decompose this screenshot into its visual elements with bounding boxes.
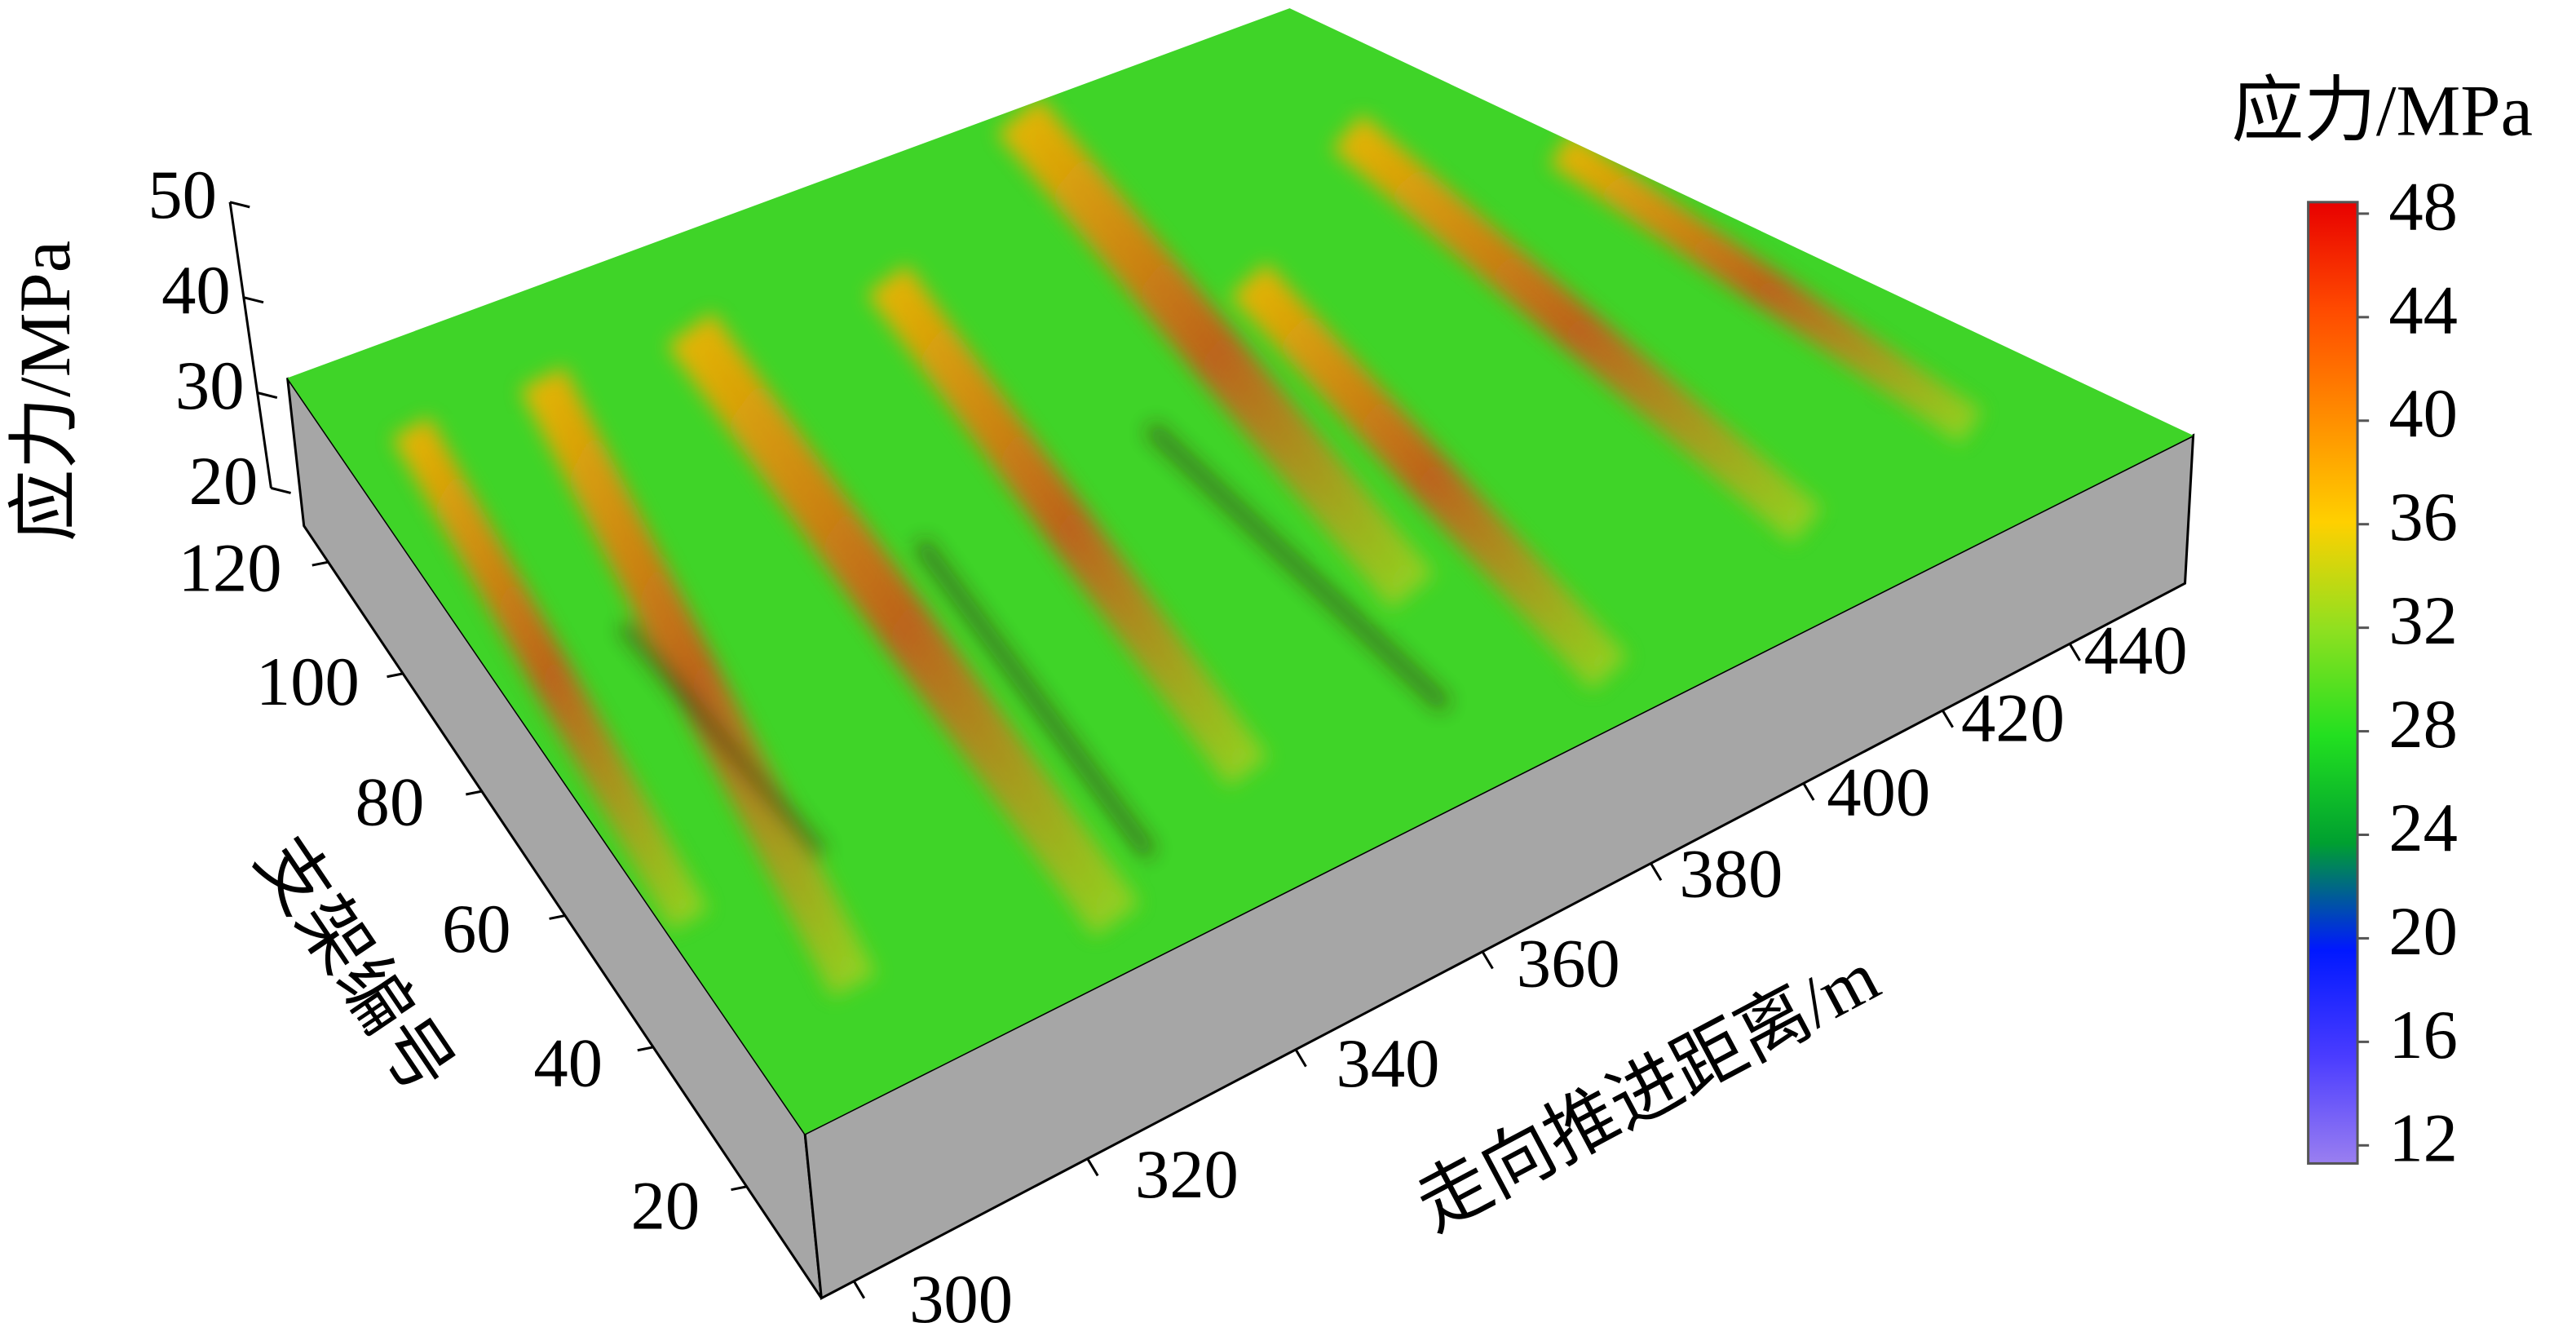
- z-axis: [228, 201, 272, 489]
- x-tick-label: 420: [1961, 681, 2065, 757]
- colorbar-tick-label: 24: [2388, 790, 2458, 866]
- z-tick-label: 30: [175, 348, 245, 424]
- x-tick-label: 440: [2084, 613, 2188, 688]
- y-tick: [549, 914, 567, 920]
- colorbar-tick-label: 32: [2388, 583, 2458, 659]
- z-tick: [243, 296, 264, 304]
- colorbar: [2307, 201, 2359, 1165]
- y-tick: [637, 1046, 655, 1052]
- y-tick: [466, 790, 483, 796]
- front-face: [803, 433, 2195, 1301]
- colorbar-tick-label: 28: [2388, 687, 2458, 763]
- y-axis-label: 支架编号: [241, 824, 468, 1108]
- z-tick: [257, 392, 278, 400]
- y-tick: [731, 1185, 748, 1192]
- z-axis-label: 应力/MPa: [6, 241, 86, 542]
- x-tick-label: 380: [1679, 836, 1783, 912]
- z-tick-label: 50: [148, 157, 217, 233]
- colorbar-tick-label: 36: [2388, 480, 2458, 555]
- colorbar-tick-label: 16: [2388, 998, 2458, 1073]
- y-tick-label: 40: [533, 1026, 603, 1102]
- colorbar-tick-label: 48: [2388, 169, 2458, 245]
- z-tick: [229, 201, 250, 209]
- x-axis-label: 走向推进距离/m: [1404, 936, 1892, 1246]
- y-tick-label: 100: [256, 644, 360, 720]
- x-tick: [1295, 1049, 1307, 1068]
- colorbar-tick-label: 40: [2388, 376, 2458, 452]
- colorbar-tick-label: 44: [2388, 272, 2458, 348]
- x-tick-label: 340: [1337, 1026, 1440, 1102]
- x-tick: [1482, 951, 1494, 970]
- x-tick: [1942, 710, 1954, 728]
- x-tick: [2069, 644, 2081, 661]
- surface-relief: [391, 97, 1983, 998]
- x-tick-label: 400: [1827, 755, 1930, 831]
- z-tick-label: 40: [161, 253, 231, 329]
- colorbar-label: 应力/MPa: [2232, 71, 2533, 151]
- x-tick-label: 320: [1135, 1137, 1239, 1213]
- x-tick: [1086, 1158, 1099, 1177]
- y-tick-label: 80: [356, 764, 425, 840]
- x-tick: [1650, 863, 1663, 882]
- x-tick: [853, 1281, 866, 1299]
- z-tick-label: 20: [189, 444, 258, 520]
- colorbar-tick-label: 20: [2388, 894, 2458, 970]
- colorbar-tick-label: 12: [2388, 1101, 2458, 1177]
- x-tick: [1802, 783, 1815, 801]
- y-tick: [312, 560, 329, 567]
- z-tick: [271, 486, 291, 494]
- x-tick-label: 360: [1517, 927, 1620, 1002]
- y-tick: [387, 672, 404, 679]
- y-tick-label: 60: [442, 891, 511, 967]
- x-tick-label: 300: [909, 1262, 1013, 1336]
- y-tick-label: 120: [179, 531, 282, 607]
- y-tick-label: 20: [631, 1168, 700, 1244]
